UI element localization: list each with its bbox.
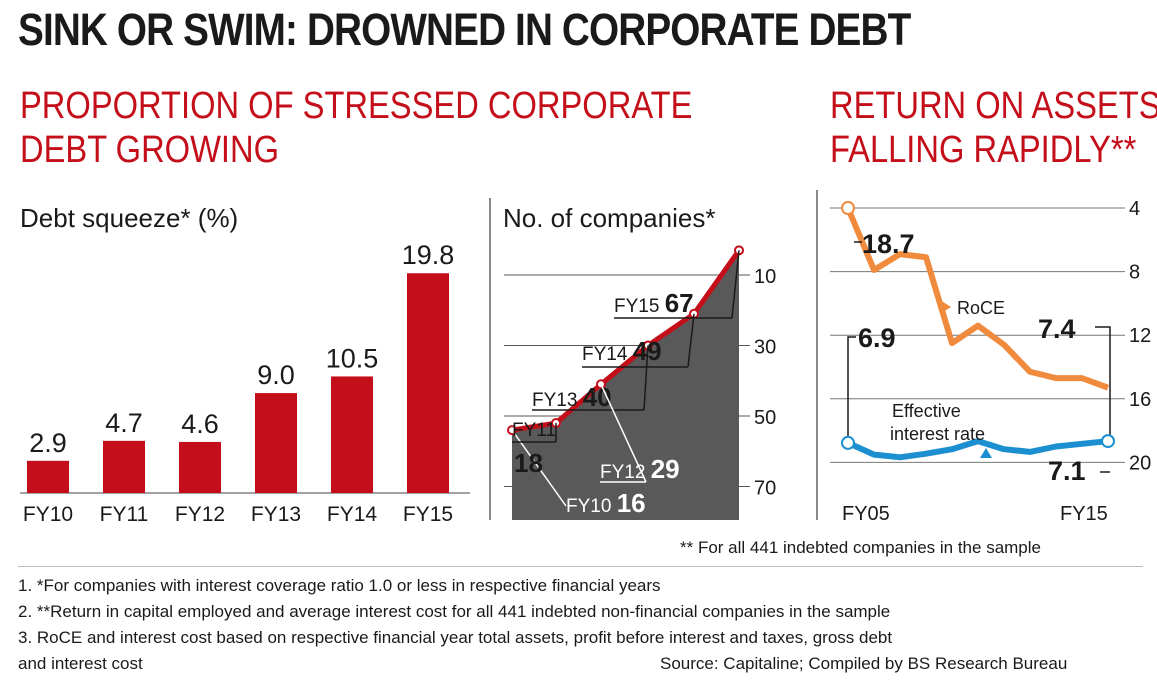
area-tick-label: 10 — [754, 266, 776, 288]
bar-category-label: FY15 — [403, 503, 453, 526]
area-value-label-fy11: 18 — [514, 448, 543, 478]
area-point-label-fy10: FY10 16 — [566, 488, 646, 518]
area-year-label: FY10 — [566, 496, 617, 517]
roce-start-label: 18.7 — [862, 229, 915, 259]
area-line — [511, 248, 742, 433]
line-end-bracket — [1095, 326, 1111, 437]
area-leader-line — [687, 313, 695, 368]
bar-value-label: 9.0 — [257, 360, 295, 390]
interest-rate-line — [846, 438, 1109, 461]
bar-value-label: 4.7 — [105, 408, 143, 438]
area-point-label-fy15: FY15 67 — [614, 288, 694, 318]
left-heading-line-1: PROPORTION OF STRESSED CORPORATE — [20, 85, 693, 127]
sample-note: ** For all 441 indebted companies in the… — [680, 538, 1041, 557]
bar-value-label: 4.6 — [181, 409, 219, 439]
area-year-label: FY14 — [582, 344, 633, 365]
line-x-end-label: FY15 — [1060, 503, 1108, 525]
debt-squeeze-label: Debt squeeze* (%) — [20, 203, 239, 233]
companies-label: No. of companies* — [503, 203, 716, 233]
right-heading-line-2: FALLING RAPIDLY** — [830, 129, 1137, 171]
area-year-label: FY13 — [532, 390, 583, 411]
roce-series-label: RoCE — [957, 298, 1005, 318]
footnote-divider — [18, 566, 1143, 567]
debt-squeeze-bar-chart: 2.9 FY10 4.7 FY11 4.6 FY12 9.0 FY13 10.5 FY14 19.8… — [20, 240, 470, 526]
bar-fy14 — [331, 376, 373, 493]
bar-category-label: FY13 — [251, 503, 301, 526]
bar-category-label: FY12 — [175, 503, 225, 526]
line-x-start-label: FY05 — [842, 503, 890, 525]
line-tick-label: 20 — [1129, 452, 1151, 474]
roce-line — [845, 206, 1110, 391]
area-leader-line — [600, 383, 647, 483]
source-note: Source: Capitaline; Compiled by BS Resea… — [660, 654, 1068, 673]
area-point-label-fy14: FY14 49 — [582, 336, 662, 366]
footnote-3: 3. RoCE and interest cost based on respe… — [18, 628, 893, 647]
line-tick-label: 12 — [1129, 325, 1151, 347]
interest-rate-start-label: 6.9 — [858, 323, 896, 353]
area-tick-label: 50 — [754, 407, 776, 429]
interest-rate-end-point — [1101, 434, 1115, 449]
area-point-label-fy13: FY13 40 — [532, 382, 612, 412]
interest-rate-end-label: 7.1 — [1048, 456, 1086, 486]
bar-category-label: FY14 — [327, 503, 378, 526]
area-fill — [512, 250, 739, 520]
line-tick-label: 4 — [1129, 198, 1140, 220]
bar-fy11 — [103, 440, 145, 493]
page-title: SINK OR SWIM: DROWNED IN CORPORATE DEBT — [18, 4, 911, 55]
line-tick-label: 8 — [1129, 262, 1140, 284]
bar-fy12 — [179, 441, 221, 493]
interest-rate-series-label-line-2: interest rate — [890, 424, 985, 444]
bar-fy15 — [407, 273, 449, 493]
right-heading: RETURN ON ASSETS FALLING RAPIDLY** — [830, 84, 1157, 172]
bar-category-label: FY10 — [23, 503, 73, 526]
interest-rate-pointer-icon — [980, 448, 992, 458]
line-start-bracket — [847, 336, 856, 445]
area-leader-line — [643, 345, 649, 411]
roce-pointer-icon — [940, 300, 951, 314]
area-value-label: 29 — [651, 454, 680, 484]
bar-category-label: FY11 — [100, 503, 149, 526]
area-value-label: 16 — [617, 488, 646, 518]
area-value-label: 67 — [665, 288, 694, 318]
area-year-label: FY15 — [614, 296, 665, 317]
area-tick-label: 70 — [754, 478, 776, 500]
roce-end-label: 7.4 — [1038, 314, 1076, 344]
area-year-label-fy11: FY11 — [512, 420, 556, 441]
area-point-label-fy12: FY12 29 — [600, 454, 680, 484]
footnote-1: 1. *For companies with interest coverage… — [18, 576, 661, 595]
panel-divider-right — [816, 190, 818, 520]
right-heading-line-1: RETURN ON ASSETS — [830, 85, 1157, 127]
footnote-4: and interest cost — [18, 654, 143, 673]
left-heading: PROPORTION OF STRESSED CORPORATE DEBT GR… — [20, 84, 692, 172]
line-tick-label: 16 — [1129, 389, 1151, 411]
bar-value-label: 19.8 — [402, 240, 455, 270]
left-heading-line-2: DEBT GROWING — [20, 129, 280, 171]
bar-fy13 — [255, 393, 297, 493]
interest-rate-series-label-line-1: Effective — [892, 401, 961, 421]
area-tick-label: 30 — [754, 337, 776, 359]
footnote-2: 2. **Return in capital employed and aver… — [18, 602, 891, 621]
bar-fy10 — [27, 460, 69, 493]
returns-line-chart: 4 8 12 16 20 18.7 7.4 6.9 7.1 RoCE Effective intere… — [830, 198, 1151, 525]
panel-divider-left — [489, 198, 491, 520]
roce-start-point — [841, 201, 855, 215]
bar-value-label: 2.9 — [29, 428, 67, 458]
area-leader-line — [731, 250, 740, 319]
area-year-label: FY12 — [600, 462, 651, 483]
interest-rate-start-point — [841, 435, 855, 450]
bar-value-label: 10.5 — [326, 343, 379, 373]
